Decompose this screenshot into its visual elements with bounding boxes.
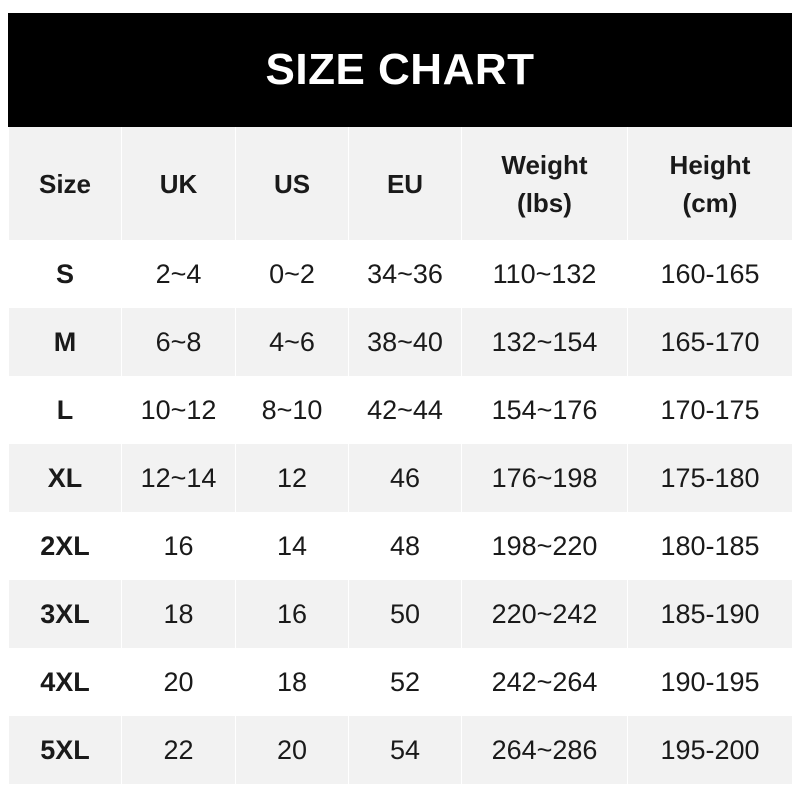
cell-us: 12 [235, 444, 349, 512]
cell-uk: 16 [121, 512, 236, 580]
cell-size: S [8, 240, 122, 308]
cell-eu: 42~44 [348, 376, 462, 444]
cell-uk: 10~12 [121, 376, 236, 444]
table-row: XL 12~14 12 46 176~198 175-180 [8, 444, 793, 512]
cell-weight: 132~154 [461, 308, 628, 376]
header-label: UK [159, 168, 198, 199]
cell-eu: 38~40 [348, 308, 462, 376]
cell-size: 3XL [8, 580, 122, 648]
cell-weight: 176~198 [461, 444, 628, 512]
cell-height: 175-180 [627, 444, 793, 512]
cell-uk: 22 [121, 716, 236, 784]
header-label: Size [38, 168, 92, 199]
table-row: 2XL 16 14 48 198~220 180-185 [8, 512, 793, 580]
header-label: US [273, 168, 311, 199]
cell-height: 160-165 [627, 240, 793, 308]
cell-us: 16 [235, 580, 349, 648]
column-header-eu: EU [348, 127, 462, 240]
cell-size: L [8, 376, 122, 444]
header-label: Weight [501, 149, 588, 180]
cell-height: 165-170 [627, 308, 793, 376]
cell-height: 170-175 [627, 376, 793, 444]
page-title: SIZE CHART [8, 13, 792, 127]
table-row: L 10~12 8~10 42~44 154~176 170-175 [8, 376, 793, 444]
header-row: Size UK US EU Weight (lbs) Height (cm) [8, 127, 793, 240]
cell-size: 2XL [8, 512, 122, 580]
column-header-weight: Weight (lbs) [461, 127, 628, 240]
column-header-size: Size [8, 127, 122, 240]
cell-eu: 52 [348, 648, 462, 716]
cell-us: 20 [235, 716, 349, 784]
cell-uk: 20 [121, 648, 236, 716]
cell-weight: 154~176 [461, 376, 628, 444]
cell-us: 0~2 [235, 240, 349, 308]
cell-weight: 198~220 [461, 512, 628, 580]
column-header-uk: UK [121, 127, 236, 240]
cell-weight: 220~242 [461, 580, 628, 648]
cell-height: 190-195 [627, 648, 793, 716]
cell-eu: 48 [348, 512, 462, 580]
cell-size: 4XL [8, 648, 122, 716]
cell-uk: 6~8 [121, 308, 236, 376]
header-label: Height [669, 149, 751, 180]
cell-uk: 12~14 [121, 444, 236, 512]
table-row: 4XL 20 18 52 242~264 190-195 [8, 648, 793, 716]
cell-us: 4~6 [235, 308, 349, 376]
cell-eu: 50 [348, 580, 462, 648]
column-header-height: Height (cm) [627, 127, 793, 240]
cell-us: 18 [235, 648, 349, 716]
cell-height: 195-200 [627, 716, 793, 784]
table-row: S 2~4 0~2 34~36 110~132 160-165 [8, 240, 793, 308]
size-chart-table: Size UK US EU Weight (lbs) Height (cm) S 2~4 0~2 3… [8, 127, 793, 784]
cell-eu: 46 [348, 444, 462, 512]
table-row: M 6~8 4~6 38~40 132~154 165-170 [8, 308, 793, 376]
table-row: 5XL 22 20 54 264~286 195-200 [8, 716, 793, 784]
cell-height: 185-190 [627, 580, 793, 648]
table-row: 3XL 18 16 50 220~242 185-190 [8, 580, 793, 648]
header-unit: (lbs) [517, 187, 572, 218]
cell-us: 8~10 [235, 376, 349, 444]
column-header-us: US [235, 127, 349, 240]
cell-us: 14 [235, 512, 349, 580]
cell-height: 180-185 [627, 512, 793, 580]
header-unit: (cm) [682, 187, 738, 218]
cell-size: XL [8, 444, 122, 512]
cell-eu: 34~36 [348, 240, 462, 308]
cell-uk: 2~4 [121, 240, 236, 308]
cell-size: M [8, 308, 122, 376]
header-label: EU [386, 168, 424, 199]
cell-weight: 110~132 [461, 240, 628, 308]
cell-eu: 54 [348, 716, 462, 784]
cell-weight: 242~264 [461, 648, 628, 716]
cell-uk: 18 [121, 580, 236, 648]
cell-weight: 264~286 [461, 716, 628, 784]
cell-size: 5XL [8, 716, 122, 784]
